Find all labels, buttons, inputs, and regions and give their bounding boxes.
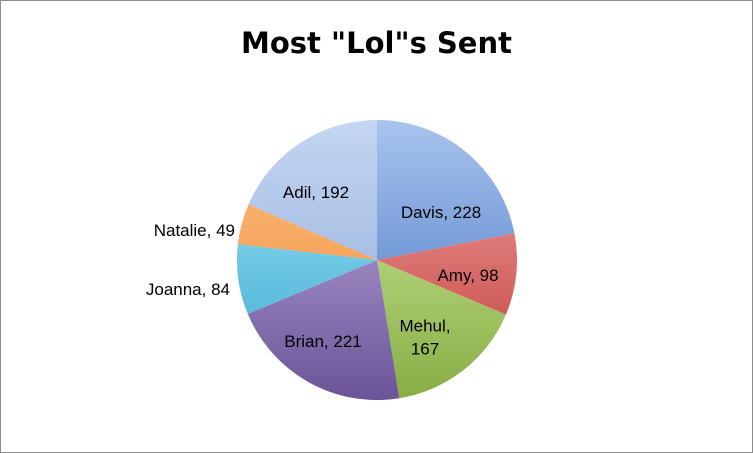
pie-slice-amy	[377, 233, 517, 315]
data-label-natalie: Natalie, 49	[154, 221, 235, 240]
chart-title: Most "Lol"s Sent	[241, 26, 512, 60]
pie-slice-natalie	[237, 204, 377, 260]
data-label-davis: Davis, 228	[401, 203, 481, 222]
data-label-adil: Adil, 192	[283, 183, 349, 202]
data-label-mehul: Mehul, 167	[399, 317, 450, 359]
pie-slice-adil	[248, 120, 377, 260]
pie-labels: Davis, 228 Amy, 98 Mehul, 167 Brian, 221 Joan…	[146, 183, 499, 359]
pie-slice-brian	[247, 260, 400, 400]
pie-slices	[237, 120, 517, 400]
pie-slice-joanna	[237, 244, 377, 314]
data-label-amy: Amy, 98	[437, 266, 498, 285]
data-label-joanna: Joanna, 84	[146, 280, 230, 299]
pie-slice-davis	[377, 120, 515, 260]
pie-slice-mehul	[377, 260, 506, 399]
data-label-brian: Brian, 221	[284, 332, 362, 351]
